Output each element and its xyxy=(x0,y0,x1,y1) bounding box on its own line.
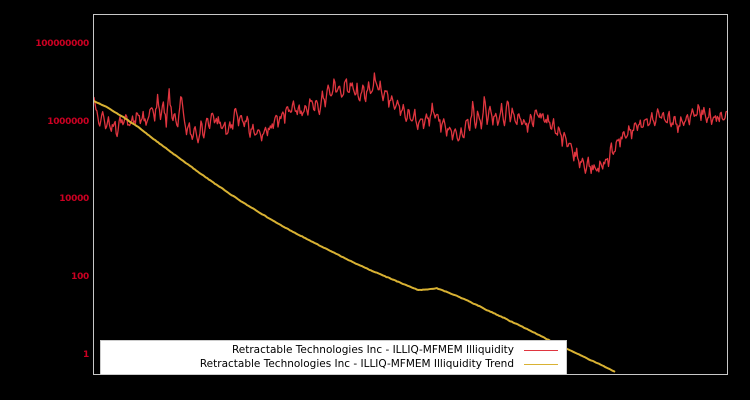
legend-entry-series: Retractable Technologies Inc - ILLIQ-MFM… xyxy=(101,343,566,357)
y-axis-tick-label: 1000000 xyxy=(47,116,89,127)
legend-swatch-series-icon xyxy=(524,349,558,351)
legend-entry-trend: Retractable Technologies Inc - ILLIQ-MFM… xyxy=(101,357,566,371)
y-axis-tick-label: 100 xyxy=(71,272,89,283)
chart-legend: Retractable Technologies Inc - ILLIQ-MFM… xyxy=(100,340,567,375)
y-axis-tick-label: 10000 xyxy=(59,194,89,205)
chart-canvas xyxy=(94,72,727,373)
y-axis-tick-labels: 100000000 1000000 10000 100 1 xyxy=(0,0,89,400)
legend-label-trend: Retractable Technologies Inc - ILLIQ-MFM… xyxy=(199,358,514,370)
y-axis-tick-label: 100000000 xyxy=(35,39,89,50)
illiquidity-series-line xyxy=(94,72,727,175)
plot-area xyxy=(93,14,728,375)
legend-swatch-trend-icon xyxy=(524,363,558,365)
y-axis-tick-label: 1 xyxy=(83,349,89,360)
illiquidity-trend-line xyxy=(94,100,616,373)
legend-label-series: Retractable Technologies Inc - ILLIQ-MFM… xyxy=(231,344,514,356)
